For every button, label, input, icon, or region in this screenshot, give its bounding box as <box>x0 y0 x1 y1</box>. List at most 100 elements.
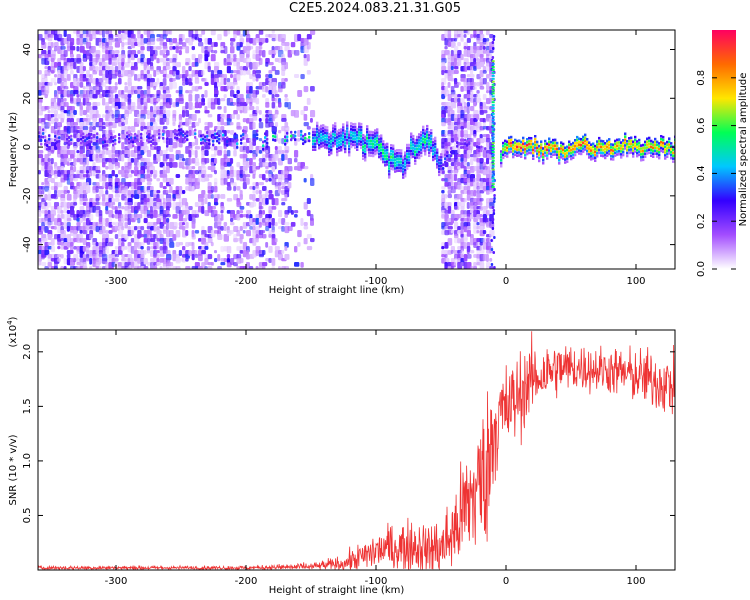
spectrogram-cell <box>156 70 160 75</box>
spectrogram-cell <box>178 38 183 45</box>
spectrogram-cell <box>162 90 167 94</box>
spectrogram-cell <box>201 206 205 214</box>
spectrogram-cell <box>360 128 363 132</box>
spectrogram-cell <box>194 128 197 132</box>
spectrogram-cell <box>258 50 263 56</box>
spectrogram-cell <box>356 148 359 151</box>
spectrogram-cell <box>252 186 256 191</box>
spectrogram-cell <box>48 137 51 141</box>
spectrogram-cell <box>63 142 67 146</box>
spectrogram-cell <box>172 122 176 127</box>
spectrogram-cell <box>278 182 282 186</box>
spectrogram-cell <box>304 136 307 140</box>
spectrogram-cell <box>454 66 459 70</box>
spectrogram-cell <box>408 158 411 162</box>
spectrogram-cell <box>239 258 244 264</box>
spectrogram-cell <box>175 154 180 160</box>
spectrogram-cell <box>86 118 91 123</box>
spectrogram-cell <box>274 135 277 139</box>
spectrogram-cell <box>491 177 495 180</box>
spectrogram-cell <box>86 82 91 87</box>
spectrogram-cell <box>491 206 495 209</box>
spectrogram-cell <box>468 138 471 142</box>
spectrogram-cell <box>188 250 192 256</box>
spectrogram-cell <box>486 86 489 91</box>
spectrogram-cell <box>306 42 311 50</box>
spectrogram-cell <box>220 226 224 231</box>
spectrogram-cell <box>447 238 453 246</box>
spectrogram-cell <box>175 174 181 178</box>
spectrogram-cell <box>242 129 245 133</box>
spectrogram-cell <box>217 106 222 110</box>
spectrogram-cell <box>108 186 112 191</box>
spectrogram-cell <box>479 202 483 206</box>
spectrogram-cell <box>456 137 459 141</box>
spectrogram-cell <box>159 150 163 157</box>
spectrogram-cell <box>230 70 234 74</box>
spectrogram-cell <box>185 62 189 66</box>
spectrogram-cell <box>156 58 160 64</box>
spectrogram-cell <box>162 186 167 190</box>
y-tick-label: -20 <box>22 188 33 204</box>
spectrogram-cell <box>54 74 57 78</box>
spectrogram-cell <box>348 148 351 151</box>
spectrogram-cell <box>98 118 104 124</box>
spectrogram-cell <box>166 94 172 98</box>
spectrogram-cell <box>274 150 279 155</box>
spectrogram-cell <box>596 154 599 158</box>
spectrogram-cell <box>223 106 227 114</box>
spectrogram-cell <box>127 174 133 178</box>
spectrogram-cell <box>255 106 259 114</box>
spectrogram-cell <box>400 149 403 152</box>
spectrogram-cell <box>491 153 495 156</box>
spectrogram-cell <box>470 130 474 136</box>
spectrogram-cell <box>652 155 655 158</box>
spectrogram-cell <box>60 94 64 99</box>
spectrogram-cell <box>446 158 449 162</box>
spectrogram-cell <box>111 114 115 119</box>
spectrogram-cell <box>632 155 635 158</box>
spectrogram-cell <box>40 139 43 142</box>
spectrogram-cell <box>246 230 251 237</box>
spectrogram-cell <box>284 214 288 218</box>
spectrogram-cell <box>114 42 120 48</box>
spectrogram-cell <box>79 34 84 39</box>
spectrogram-cell <box>89 258 93 265</box>
spectrogram-cell <box>105 186 109 190</box>
spectrogram-cell <box>121 254 126 258</box>
spectrogram-cell <box>360 122 363 126</box>
spectrogram-cell <box>162 110 166 114</box>
spectrogram-cell <box>50 118 54 124</box>
spectrogram-cell <box>460 262 464 267</box>
spectrogram-cell <box>118 118 122 123</box>
spectrogram-cell <box>73 178 78 182</box>
spectrogram-cell <box>450 154 453 158</box>
spectrogram-cell <box>79 82 84 88</box>
spectrogram-cell <box>463 238 468 243</box>
spectrogram-cell <box>114 246 119 250</box>
spectrogram-cell <box>354 122 357 126</box>
spectrogram-cell <box>342 123 345 126</box>
spectrogram-cell <box>386 142 389 146</box>
spectrogram-cell <box>73 186 78 191</box>
spectrogram-cell <box>230 122 234 126</box>
spectrogram-cell <box>57 122 62 128</box>
spectrogram-cell <box>70 46 76 51</box>
spectrogram-cell <box>57 246 61 250</box>
spectrogram-cell <box>236 126 242 130</box>
spectrogram-cell <box>95 222 99 228</box>
spectrogram-cell <box>668 137 671 140</box>
spectrogram-cell <box>242 46 247 54</box>
spectrogram-cell <box>460 254 464 258</box>
spectrogram-cell <box>268 246 273 253</box>
spectrogram-cell <box>130 34 136 39</box>
spectrogram-cell <box>38 82 42 86</box>
spectrogram-cell <box>70 134 73 138</box>
spectrogram-cell <box>169 162 173 168</box>
spectrogram-cell <box>314 148 317 151</box>
spectrogram-cell <box>86 186 91 194</box>
spectrogram-cell <box>638 141 641 145</box>
spectrogram-cell <box>98 230 103 235</box>
spectrogram-cell <box>118 133 121 137</box>
spectrogram-cell <box>156 242 160 250</box>
